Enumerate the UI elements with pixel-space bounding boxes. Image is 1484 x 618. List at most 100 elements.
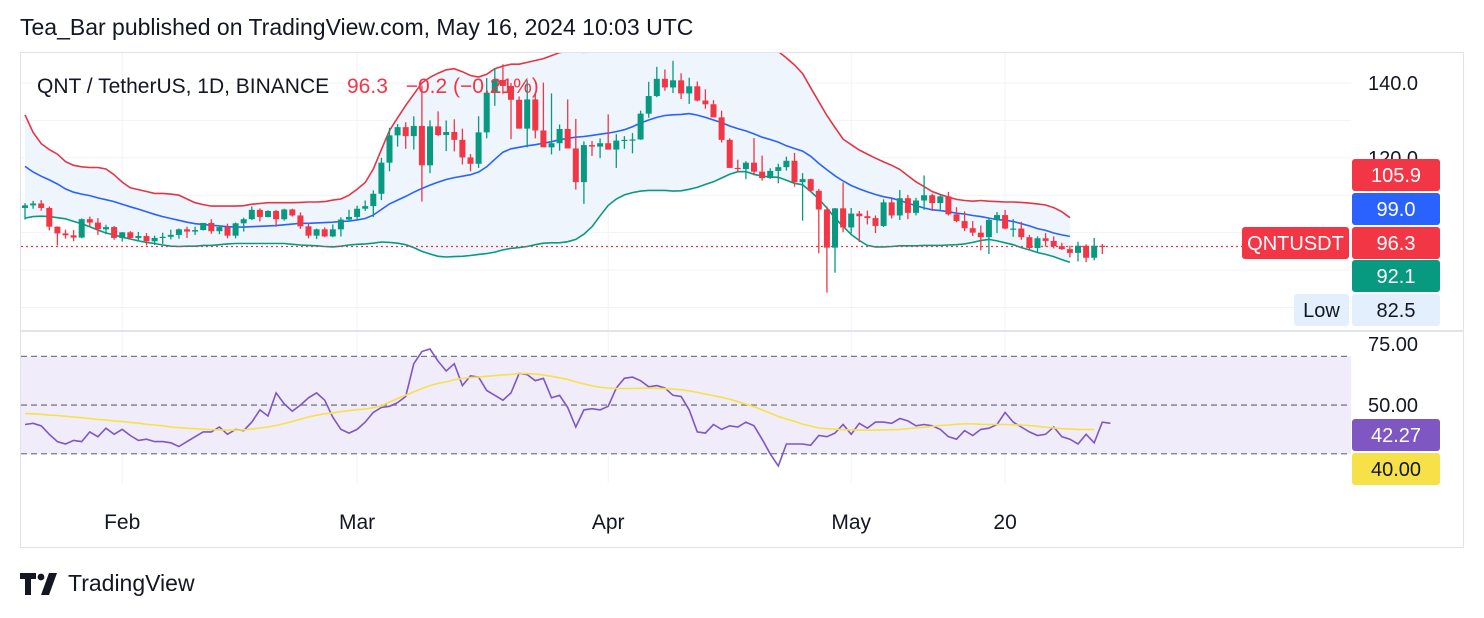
candle xyxy=(362,200,369,211)
candle-body xyxy=(556,128,563,144)
candle-body xyxy=(953,214,960,222)
candle xyxy=(224,223,231,239)
rsi-price-tag-value: 42.27 xyxy=(1371,425,1421,447)
candle xyxy=(402,122,409,149)
candle-body xyxy=(872,218,879,226)
candle xyxy=(370,190,377,217)
candle-body xyxy=(167,234,174,237)
candle xyxy=(329,224,336,238)
candle xyxy=(524,80,531,148)
candle xyxy=(508,82,514,140)
rsi-ma-line xyxy=(24,372,1095,431)
candle xyxy=(556,124,563,151)
price-tag: 99.0 xyxy=(1352,193,1440,225)
candle xyxy=(710,100,717,118)
price-tag-box xyxy=(1352,193,1440,225)
candle-body xyxy=(175,229,182,235)
candle xyxy=(726,138,733,168)
candle xyxy=(1042,233,1049,247)
candle xyxy=(597,138,604,159)
rsi-price-tag-box xyxy=(1352,453,1440,485)
candle-body xyxy=(378,162,385,194)
candle-body xyxy=(945,196,952,215)
candle-body xyxy=(119,232,126,238)
candle-body xyxy=(1075,245,1081,253)
candle xyxy=(742,161,749,180)
candle-body xyxy=(1002,215,1009,229)
candle-body xyxy=(670,80,676,88)
candle-body xyxy=(1018,228,1025,238)
candle xyxy=(499,64,506,94)
price-tag: 96.3 QNTUSDT xyxy=(1242,227,1440,259)
candle xyxy=(70,230,77,242)
candle-body xyxy=(192,230,199,232)
candle xyxy=(896,190,903,220)
candle-body xyxy=(637,113,644,140)
candle-body xyxy=(1091,245,1098,258)
candle xyxy=(46,206,53,231)
candle xyxy=(151,235,158,246)
candle-body xyxy=(856,213,863,217)
candle-body xyxy=(726,139,733,168)
candle-body xyxy=(896,198,903,216)
candle xyxy=(248,206,255,220)
candle xyxy=(38,200,45,211)
candle-body xyxy=(994,215,1000,220)
candle xyxy=(994,212,1000,234)
candle-body xyxy=(791,160,798,183)
candle xyxy=(629,133,636,154)
candle-body xyxy=(564,128,571,149)
candle xyxy=(645,81,652,118)
candle xyxy=(548,93,555,155)
candle xyxy=(872,215,879,234)
candle-body xyxy=(904,198,911,213)
candle-body xyxy=(977,232,984,238)
bollinger-upper-line xyxy=(24,53,1071,219)
candle-body xyxy=(451,131,458,140)
candle xyxy=(240,217,247,232)
footer-brand[interactable]: TradingView xyxy=(20,570,195,597)
candle-body xyxy=(232,223,239,236)
candle-body xyxy=(661,78,668,88)
candle xyxy=(167,229,174,240)
candle xyxy=(694,81,701,102)
candle-body xyxy=(443,131,450,135)
candle xyxy=(1002,209,1009,230)
candle-body xyxy=(823,209,830,248)
candle-body xyxy=(78,219,85,238)
candle xyxy=(216,225,223,235)
candle xyxy=(289,208,296,217)
candle xyxy=(848,207,855,234)
candle xyxy=(678,73,685,100)
rsi-line xyxy=(24,348,1111,468)
candle-body xyxy=(799,179,806,183)
candle xyxy=(840,182,847,233)
candle-body xyxy=(516,99,523,129)
candle xyxy=(1010,219,1017,237)
candle xyxy=(653,66,660,98)
candle xyxy=(921,175,928,210)
candle xyxy=(313,228,320,240)
candle-body xyxy=(410,125,417,137)
chart-frame: FebMarAprMay20140.0120.075.0050.0025.00 … xyxy=(20,52,1464,548)
candle xyxy=(1083,244,1090,263)
candle xyxy=(969,221,976,237)
candle xyxy=(613,134,620,168)
chart-canvas[interactable]: FebMarAprMay20140.0120.075.0050.0025.00 … xyxy=(21,53,1463,547)
candle-body xyxy=(427,126,433,166)
candle-body xyxy=(629,139,636,141)
candle xyxy=(913,197,919,216)
bollinger-basis-line xyxy=(24,112,1071,238)
candle-body xyxy=(467,157,474,164)
candle-body xyxy=(143,236,150,242)
candle-body xyxy=(961,221,968,229)
candle xyxy=(1026,234,1033,250)
candle-body xyxy=(313,229,320,236)
candle-body xyxy=(532,99,539,131)
candle-body xyxy=(459,139,466,158)
candle xyxy=(337,217,344,237)
candle-body xyxy=(499,79,506,86)
candle xyxy=(759,155,766,181)
candle xyxy=(459,128,466,165)
price-tag-label-box xyxy=(1242,227,1349,259)
